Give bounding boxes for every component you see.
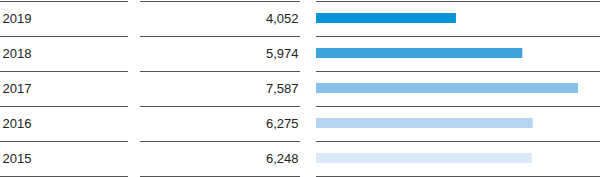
svg-text:2016: 2016 <box>3 116 32 131</box>
svg-text:2019: 2019 <box>3 11 32 26</box>
svg-text:5,974: 5,974 <box>266 46 299 61</box>
svg-text:7,587: 7,587 <box>266 81 299 96</box>
svg-text:6,275: 6,275 <box>266 116 299 131</box>
svg-text:4,052: 4,052 <box>266 11 299 26</box>
svg-text:2017: 2017 <box>3 81 32 96</box>
svg-text:2018: 2018 <box>3 46 32 61</box>
svg-text:2015: 2015 <box>3 151 32 166</box>
svg-text:6,248: 6,248 <box>266 151 299 166</box>
